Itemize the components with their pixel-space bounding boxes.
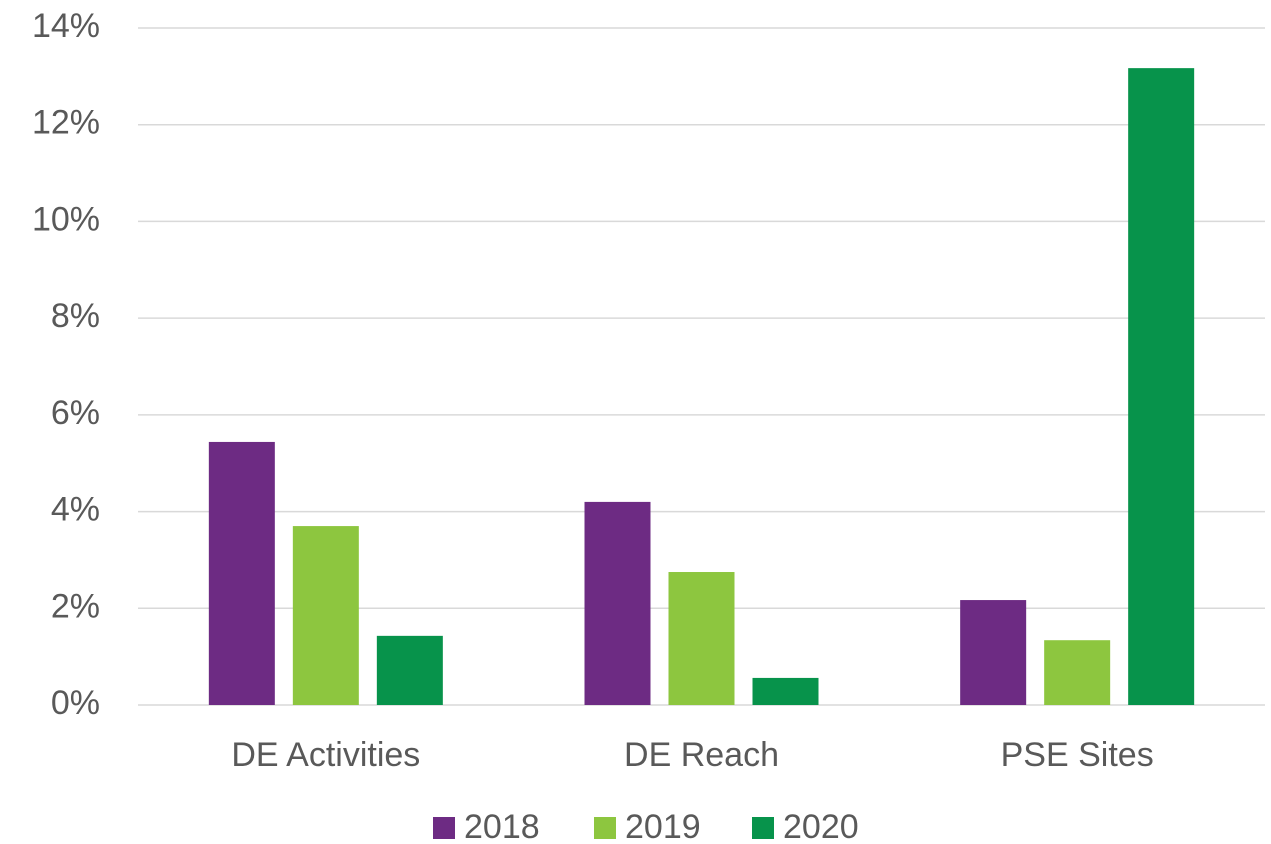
y-tick-label: 6% — [51, 394, 100, 432]
bar — [208, 441, 275, 705]
bar — [960, 600, 1027, 705]
y-tick-label: 12% — [32, 104, 100, 142]
bar — [668, 572, 735, 705]
y-tick-label: 0% — [51, 684, 100, 722]
legend-label: 2020 — [783, 808, 859, 844]
bar — [292, 526, 359, 705]
y-tick-label: 4% — [51, 491, 100, 529]
legend-label: 2019 — [625, 808, 701, 844]
legend-swatch — [752, 817, 774, 839]
x-tick-label: PSE Sites — [1001, 736, 1154, 774]
bar — [1044, 640, 1111, 705]
x-tick-label: DE Reach — [624, 736, 779, 774]
bar — [376, 635, 443, 705]
legend-label: 2018 — [464, 808, 540, 844]
y-tick-label: 14% — [32, 7, 100, 45]
bar — [1128, 68, 1195, 706]
y-tick-label: 2% — [51, 587, 100, 625]
y-tick-label: 10% — [32, 200, 100, 238]
x-tick-label: DE Activities — [231, 736, 420, 774]
legend-swatch — [433, 817, 455, 839]
legend-swatch — [594, 817, 616, 839]
y-tick-label: 8% — [51, 297, 100, 335]
bar — [584, 501, 651, 705]
bar — [752, 677, 819, 705]
